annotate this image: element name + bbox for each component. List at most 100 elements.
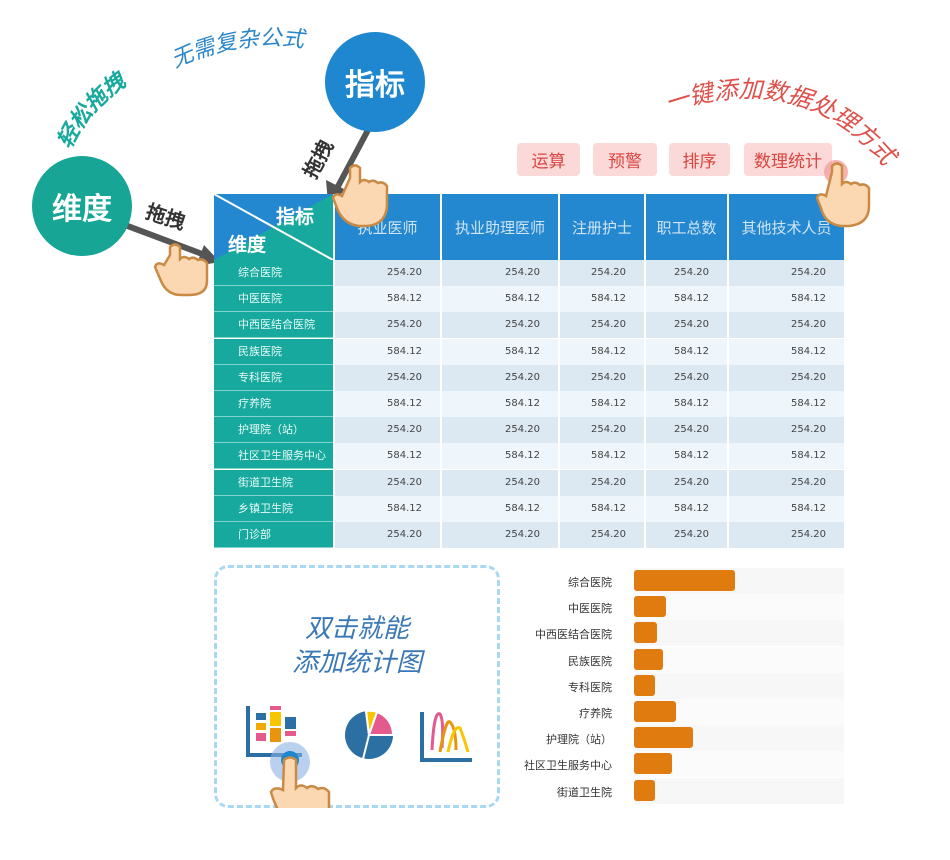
line-chart-icon[interactable] [420,712,472,762]
column-header[interactable]: 其他技术人员 [727,194,844,260]
promo-line-2: 添加统计图 [291,648,422,678]
table-row: 门诊部 254.20 254.20 254.20 254.20 254.20 [214,522,844,548]
table-cell: 584.12 [333,495,440,522]
row-dimension-label[interactable]: 中西医结合医院 [214,312,333,339]
table-cell: 254.20 [558,469,644,496]
table-cell: 254.20 [727,522,844,548]
bar[interactable] [634,570,735,591]
table-cell: 254.20 [644,417,727,444]
column-header[interactable]: 职工总数 [644,194,727,260]
table-cell: 254.20 [440,522,558,548]
compute-button[interactable]: 运算 [517,143,580,176]
table-cell: 584.12 [558,495,644,522]
table-cell: 254.20 [558,417,644,444]
table-cell: 254.20 [727,469,844,496]
table-cell: 254.20 [333,522,440,548]
bar-label: 中医医院 [568,602,612,616]
indicator-circle[interactable]: 指标 [325,32,425,132]
table-cell: 254.20 [440,260,558,286]
table-cell: 254.20 [644,469,727,496]
table-cell: 584.12 [558,286,644,313]
table-row: 街道卫生院 254.20 254.20 254.20 254.20 254.20 [214,469,844,496]
table-cell: 254.20 [333,417,440,444]
row-dimension-label[interactable]: 街道卫生院 [214,469,333,496]
corner-dimension-label: 维度 [228,234,267,256]
hand-icon [269,756,331,808]
row-dimension-label[interactable]: 门诊部 [214,522,333,548]
table-cell: 254.20 [727,312,844,339]
table-cell: 254.20 [333,469,440,496]
table-cell: 254.20 [440,469,558,496]
table-cell: 584.12 [558,338,644,365]
column-header[interactable]: 执业医师 [333,194,440,260]
table-cell: 254.20 [727,417,844,444]
corner-indicator-label: 指标 [276,206,315,228]
caption-drag-easy: 轻松拖拽 [53,67,133,153]
table-cell: 254.20 [558,364,644,391]
bar[interactable] [634,701,676,722]
bar-label: 民族医院 [568,654,612,668]
table-row: 护理院（站） 254.20 254.20 254.20 254.20 254.20 [214,417,844,444]
table-cell: 584.12 [644,443,727,470]
table-cell: 584.12 [727,495,844,522]
row-dimension-label[interactable]: 护理院（站） [214,417,333,444]
corner-cell: 指标 维度 [214,194,333,260]
alert-button[interactable]: 预警 [593,143,657,176]
bar-track [634,646,844,673]
row-dimension-label[interactable]: 社区卫生服务中心 [214,443,333,470]
row-dimension-label[interactable]: 综合医院 [214,260,333,286]
table-cell: 584.12 [558,391,644,417]
bar[interactable] [634,622,658,644]
table-cell: 584.12 [558,443,644,470]
bar-track [634,672,844,699]
table-row: 疗养院 584.12 584.12 584.12 584.12 584.12 [214,391,844,417]
sort-button[interactable]: 排序 [669,143,730,176]
table-row: 社区卫生服务中心 584.12 584.12 584.12 584.12 584.12 [214,443,844,470]
table-cell: 584.12 [727,443,844,470]
row-dimension-label[interactable]: 疗养院 [214,391,333,417]
table-cell: 584.12 [644,338,727,365]
bar[interactable] [634,727,693,749]
dimension-circle[interactable]: 维度 [32,156,132,256]
table-cell: 584.12 [440,286,558,313]
table-row: 综合医院 254.20 254.20 254.20 254.20 254.20 [214,260,844,286]
add-chart-panel[interactable]: 双击就能 添加统计图 [214,565,500,808]
row-dimension-label[interactable]: 乡镇卫生院 [214,495,333,522]
column-header[interactable]: 执业助理医师 [440,194,558,260]
bar[interactable] [634,753,672,775]
table-cell: 584.12 [440,338,558,365]
stacked-bar-chart-icon[interactable] [246,706,310,782]
column-header[interactable]: 注册护士 [558,194,644,260]
table-cell: 584.12 [333,338,440,365]
bar[interactable] [634,779,655,801]
bar-track [634,594,844,621]
row-dimension-label[interactable]: 民族医院 [214,338,333,365]
bar[interactable] [634,596,666,618]
table-cell: 254.20 [558,312,644,339]
bar-track [634,777,844,804]
table-row: 中医医院 584.12 584.12 584.12 584.12 584.12 [214,286,844,313]
table-cell: 584.12 [333,391,440,417]
table-cell: 584.12 [333,286,440,313]
table-cell: 584.12 [440,495,558,522]
table-cell: 584.12 [644,495,727,522]
table-cell: 254.20 [440,417,558,444]
table-cell: 584.12 [727,391,844,417]
bar-label: 中西医结合医院 [535,628,612,642]
row-dimension-label[interactable]: 中医医院 [214,286,333,313]
table-cell: 584.12 [727,338,844,365]
table-cell: 584.12 [644,286,727,313]
pie-chart-icon[interactable] [345,709,395,760]
statistics-button[interactable]: 数理统计 [744,143,832,176]
table-cell: 584.12 [440,391,558,417]
bar[interactable] [634,648,664,670]
bar[interactable] [634,674,655,696]
table-cell: 254.20 [727,364,844,391]
table-cell: 254.20 [333,312,440,339]
row-dimension-label[interactable]: 专科医院 [214,364,333,391]
table-cell: 254.20 [440,364,558,391]
table-row: 专科医院 254.20 254.20 254.20 254.20 254.20 [214,364,844,391]
drag-arrow-indicator [326,128,371,203]
table-cell: 584.12 [727,286,844,313]
bar-label: 护理院（站） [546,733,612,747]
